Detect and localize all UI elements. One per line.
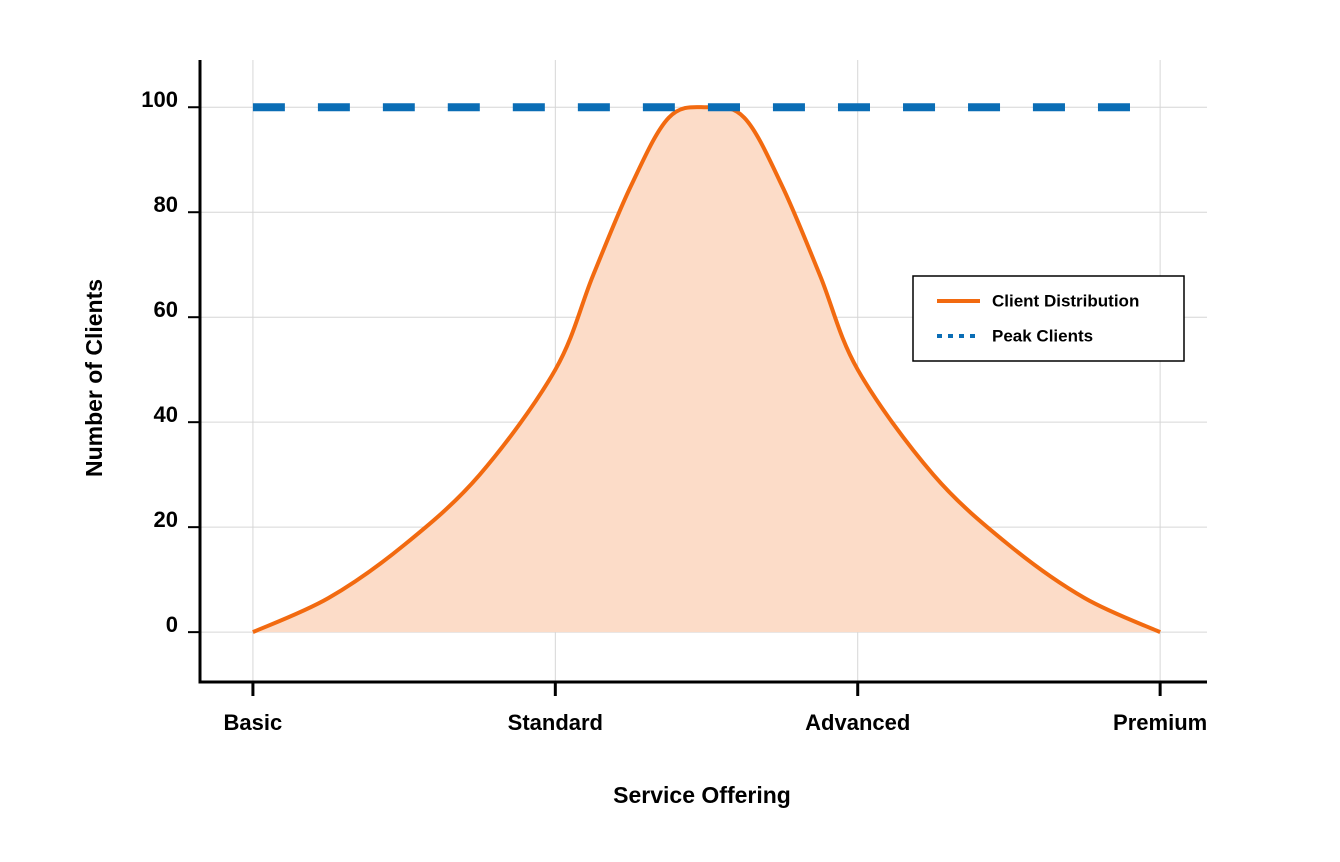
legend: Client Distribution Peak Clients [912,275,1185,362]
y-tick-label: 100 [141,87,178,112]
y-tick-label: 60 [154,297,178,322]
area [252,107,1161,633]
x-axis-title: Service Offering [613,782,791,808]
line [252,105,1161,634]
x-tick-label: Basic [224,710,283,735]
x-tick-label: Premium [1113,710,1207,735]
x-tick-label: Standard [508,710,603,735]
y-axis-title: Number of Clients [81,279,107,477]
y-tick-label: 20 [154,507,178,532]
legend-label: Peak Clients [992,326,1093,345]
legend-label: Client Distribution [992,291,1139,310]
legend-box [912,275,1185,362]
x-tick-label: Advanced [805,710,910,735]
y-tick-label: 0 [166,612,178,637]
y-tick-label: 80 [154,192,178,217]
y-tick-label: 40 [154,402,178,427]
